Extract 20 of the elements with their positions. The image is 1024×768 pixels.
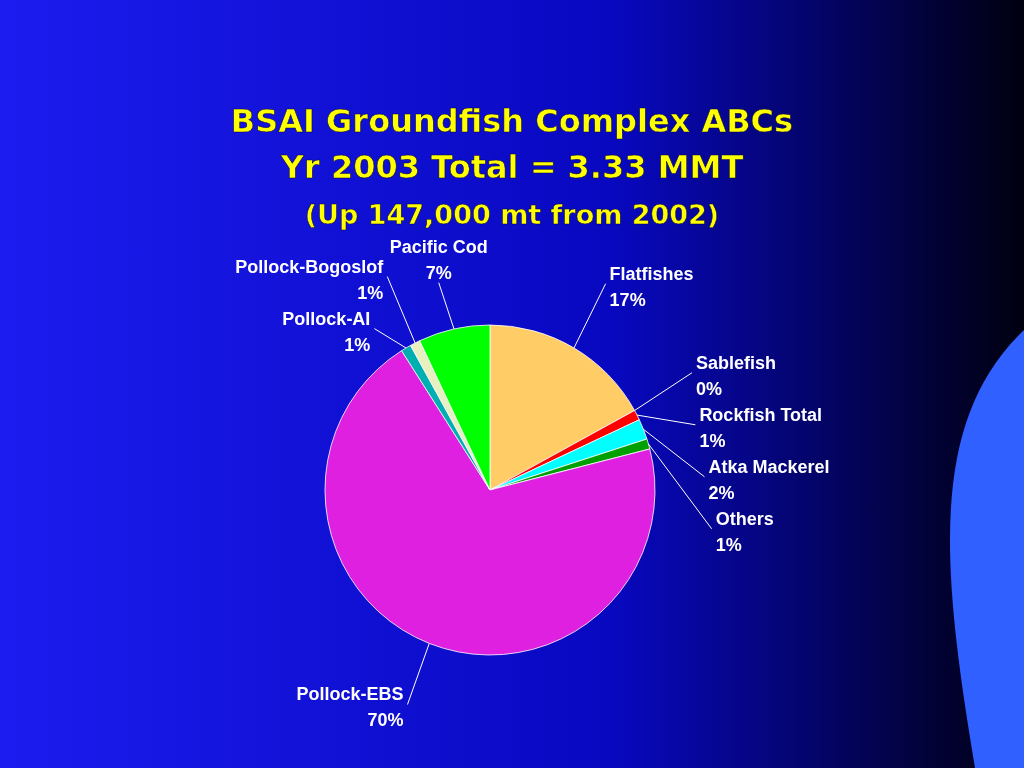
chart-subtitle: Yr 2003 Total = 3.33 MMT (Up 147,000 mt from 2002) bbox=[279, 148, 744, 230]
data-label: 1% bbox=[715, 534, 742, 555]
slice-label: Pollock-EBS bbox=[296, 684, 404, 705]
slice-label: Others bbox=[715, 508, 774, 529]
data-label: 17% bbox=[609, 289, 646, 310]
slice-label: Rockfish Total bbox=[699, 404, 823, 425]
slice-label: Pacific Cod bbox=[389, 236, 488, 257]
chart-title: BSAI Groundfish Complex ABCs bbox=[230, 102, 794, 140]
data-label: 2% bbox=[708, 482, 735, 503]
data-label: 1% bbox=[344, 334, 371, 355]
data-label: 70% bbox=[367, 710, 404, 731]
slice-label: Atka Mackerel bbox=[708, 456, 830, 477]
slice-label: Pollock-AI bbox=[282, 308, 371, 329]
slice-label: Pollock-Bogoslof bbox=[235, 256, 385, 277]
data-label: 1% bbox=[357, 282, 384, 303]
text: 0% bbox=[695, 378, 722, 399]
data-label: 7% bbox=[425, 262, 452, 283]
data-label: 1% bbox=[699, 430, 726, 451]
slice-label: Flatfishes bbox=[609, 263, 694, 284]
category-label: Sablefish bbox=[695, 352, 776, 373]
